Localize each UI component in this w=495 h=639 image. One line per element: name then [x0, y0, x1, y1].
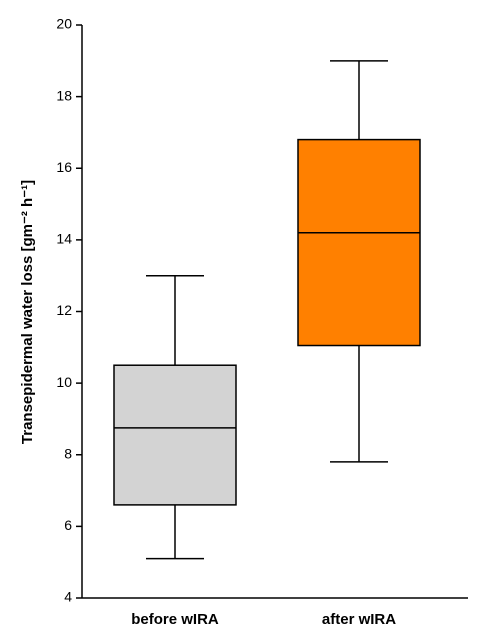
y-tick-label: 20 [56, 16, 72, 32]
x-tick-label: before wIRA [131, 611, 219, 628]
box [297, 138, 421, 347]
y-tick-label: 12 [56, 302, 72, 318]
y-tick-label: 4 [64, 589, 72, 605]
y-tick-label: 8 [64, 445, 72, 461]
y-tick-label: 16 [56, 159, 72, 175]
y-tick-label: 18 [56, 87, 72, 103]
y-axis-label: Transepidermal water loss [gm⁻² h⁻¹] [19, 180, 36, 444]
x-tick-label: after wIRA [322, 611, 396, 628]
y-tick-label: 10 [56, 374, 72, 390]
box [113, 364, 237, 506]
y-tick-label: 6 [64, 517, 72, 533]
y-tick-label: 14 [56, 231, 72, 247]
